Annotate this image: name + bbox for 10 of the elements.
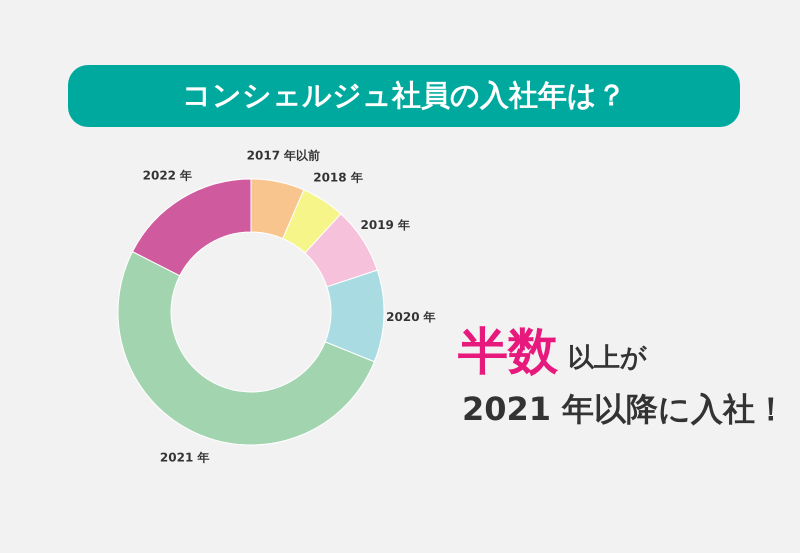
slice-label: 2022 年 [142, 168, 192, 183]
slice-label: 2018 年 [313, 170, 363, 185]
slice-label: 2017 年以前 [246, 148, 320, 162]
text: 2021 年以降に入社！ [462, 389, 788, 430]
slice-label: 2021 年 [160, 450, 210, 465]
text: 半数 [458, 321, 558, 382]
text: 以上が [568, 342, 647, 375]
chart-title: コンシェルジュ社員の入社年は？ [68, 65, 740, 127]
slice-label: 2020 年 [386, 310, 436, 324]
slice-label: 2019 年 [360, 218, 410, 232]
